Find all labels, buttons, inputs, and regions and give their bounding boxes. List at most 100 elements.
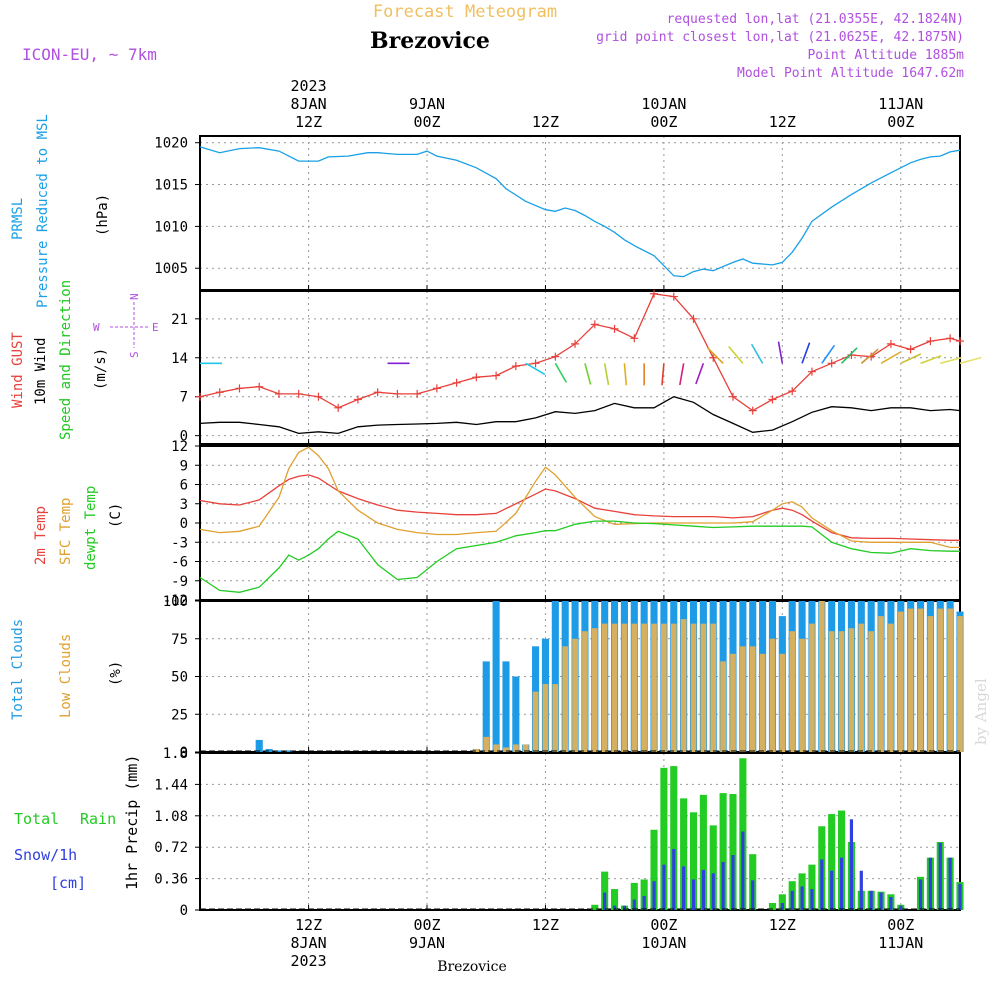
y-tick-label: -6 xyxy=(171,555,188,571)
y-tick-label: 0 xyxy=(180,745,188,761)
bar-low-clouds xyxy=(631,623,638,752)
bar-total-rain xyxy=(660,767,668,910)
bar-snow-1h xyxy=(652,881,656,910)
bar-total-clouds xyxy=(275,750,283,752)
gust-marker xyxy=(255,382,264,391)
y-tick-label: 7 xyxy=(180,390,188,406)
pressure-label-desc: Pressure Reduced to MSL xyxy=(35,114,51,308)
top-time-label: 00Z xyxy=(650,113,677,131)
bar-low-clouds xyxy=(651,623,657,752)
y-tick-label: 0.36 xyxy=(154,872,188,888)
bar-total-rain xyxy=(689,812,698,910)
gust-marker xyxy=(353,395,362,404)
bar-total-clouds xyxy=(551,601,559,752)
bar-total-clouds xyxy=(265,748,273,752)
y-tick-label: 1.8 xyxy=(163,746,188,762)
wind-direction-arrow xyxy=(940,356,962,365)
gust-marker xyxy=(728,392,737,401)
gust-marker xyxy=(413,389,422,398)
bar-snow-1h xyxy=(682,866,686,910)
bar-low-clouds xyxy=(878,616,884,752)
bar-total-rain xyxy=(709,825,717,910)
bar-low-clouds xyxy=(532,691,539,752)
bar-low-clouds xyxy=(542,684,549,752)
grid-point-coords: grid point closest lon,lat (21.0625E, 42… xyxy=(596,30,964,45)
bar-low-clouds xyxy=(513,744,519,752)
bar-snow-1h xyxy=(672,848,676,910)
bar-low-clouds xyxy=(700,623,707,752)
bar-low-clouds xyxy=(690,623,697,752)
bottom-time-label: 00Z xyxy=(413,916,440,934)
bar-snow-1h xyxy=(839,857,844,910)
y-tick-label: 25 xyxy=(171,707,188,723)
gust-marker xyxy=(886,339,895,348)
bar-low-clouds xyxy=(818,601,825,752)
precip-label-snow: Snow/1h xyxy=(14,846,77,864)
wind-direction-arrow xyxy=(584,363,592,385)
bar-low-clouds xyxy=(730,653,736,752)
plot-layer: 1005101010151020071421-12-9-6-3036912025… xyxy=(154,77,982,970)
wind-direction-arrow xyxy=(840,347,858,364)
panel-frame xyxy=(199,752,961,911)
bar-total-rain xyxy=(808,864,816,910)
wind-label-speed-dir: Speed and Direction xyxy=(58,280,74,440)
bar-snow-1h xyxy=(800,886,804,910)
bottom-time-label: 00Z xyxy=(887,916,914,934)
gust-marker xyxy=(452,378,461,387)
gust-marker xyxy=(827,359,836,368)
bar-low-clouds xyxy=(927,616,934,752)
gust-marker xyxy=(215,388,224,397)
bar-low-clouds xyxy=(897,611,904,752)
series-line-10m-wind xyxy=(199,396,961,435)
y-tick-label: -3 xyxy=(171,535,188,551)
gust-marker xyxy=(432,384,441,393)
bar-low-clouds xyxy=(601,623,608,752)
wind-direction-arrow xyxy=(554,362,568,383)
bar-low-clouds xyxy=(888,623,894,752)
bottom-time-label: 9JAN xyxy=(409,934,445,952)
panel-frame xyxy=(199,290,961,445)
series-line-wind-gust xyxy=(199,293,961,412)
bar-total-clouds xyxy=(492,601,500,752)
y-tick-label: 6 xyxy=(180,478,188,494)
y-tick-label: 1010 xyxy=(154,219,188,235)
top-time-label: 2023 xyxy=(291,77,327,95)
bar-low-clouds xyxy=(759,653,766,752)
pressure-labels: PRMSL Pressure Reduced to MSL (hPa) xyxy=(10,114,111,308)
top-time-label: 8JAN xyxy=(291,95,327,113)
gust-marker xyxy=(590,320,599,329)
temp-label-2m: 2m Temp xyxy=(33,506,49,565)
temp-label-sfc: SFC Temp xyxy=(58,498,74,565)
bar-low-clouds xyxy=(809,623,815,752)
y-tick-label: 50 xyxy=(171,670,188,686)
y-tick-label: 3 xyxy=(180,497,188,513)
y-tick-label: 75 xyxy=(171,632,188,648)
wind-direction-arrow xyxy=(920,355,942,365)
wind-label-10m: 10m Wind xyxy=(33,338,49,405)
bar-total-rain xyxy=(591,904,599,910)
bar-total-rain xyxy=(729,793,737,910)
series-line-2m-temp xyxy=(199,474,960,541)
y-tick-label: 21 xyxy=(171,312,188,328)
bar-total-rain xyxy=(630,882,638,910)
top-time-label: 00Z xyxy=(887,113,914,131)
compass-rose: N W E S xyxy=(93,293,159,358)
precip-labels: Total Rain Snow/1h [cm] 1hr Precip (mm) xyxy=(14,755,141,892)
bottom-time-label: 12Z xyxy=(769,916,796,934)
gust-marker xyxy=(373,388,382,397)
bar-snow-1h xyxy=(662,864,666,910)
bar-low-clouds xyxy=(937,608,944,752)
cloud-label-low: Low Clouds xyxy=(58,634,74,718)
gust-marker xyxy=(926,337,935,346)
location-title: Brezovice xyxy=(370,28,490,54)
bottom-time-label: 11JAN xyxy=(878,934,923,952)
wind-labels: Wind GUST 10m Wind Speed and Direction (… xyxy=(10,280,109,440)
bar-snow-1h xyxy=(830,870,834,910)
bottom-time-label: 10JAN xyxy=(641,934,686,952)
bar-total-rain xyxy=(768,903,777,910)
point-altitude: Point Altitude 1885m xyxy=(807,48,964,63)
precip-label-cm: [cm] xyxy=(50,874,86,892)
y-tick-label: 14 xyxy=(171,351,188,367)
model-altitude: Model Point Altitude 1647.62m xyxy=(737,66,964,81)
bar-snow-1h xyxy=(751,880,755,910)
